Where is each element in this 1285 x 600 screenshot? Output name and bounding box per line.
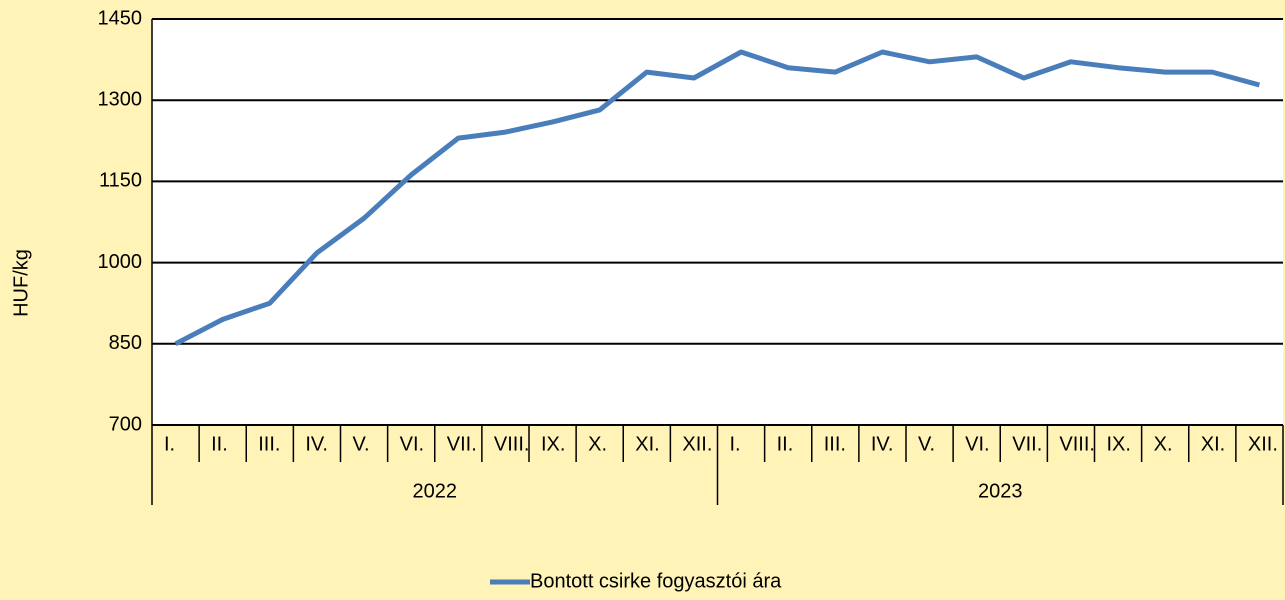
x-tick-label: XI. (635, 433, 659, 455)
x-tick-label: VIII. (494, 433, 530, 455)
y-tick-label: 1150 (99, 170, 142, 192)
y-axis-label: HUF/kg (10, 249, 32, 317)
x-tick-label: III. (824, 433, 846, 455)
x-tick-label: IX. (1107, 433, 1131, 455)
x-tick-label: III. (258, 433, 280, 455)
x-tick-label: I. (730, 433, 741, 455)
x-tick-label: VI. (965, 433, 989, 455)
x-tick-label: II. (211, 433, 228, 455)
x-tick-label: XII. (682, 433, 712, 455)
y-tick-label: 1300 (98, 88, 143, 110)
y-tick-label: 1450 (98, 7, 143, 29)
x-group-label: 2022 (413, 480, 458, 502)
series-line (174, 49, 1261, 347)
legend-label: Bontott csirke fogyasztói ára (530, 570, 782, 592)
x-tick-label: VIII. (1059, 433, 1095, 455)
x-tick-label: IV. (871, 433, 894, 455)
x-tick-label: VI. (400, 433, 424, 455)
x-group-label: 2023 (978, 480, 1023, 502)
x-tick-label: X. (1154, 433, 1173, 455)
y-tick-label: 850 (109, 332, 142, 354)
x-tick-label: IX. (541, 433, 565, 455)
x-tick-label: VII. (1012, 433, 1042, 455)
x-tick-label: IV. (305, 433, 328, 455)
x-tick-label: V. (918, 433, 935, 455)
x-tick-label: I. (164, 433, 175, 455)
plot-area (152, 19, 1283, 425)
y-tick-label: 700 (109, 413, 142, 435)
x-tick-label: II. (777, 433, 794, 455)
x-tick-label: XII. (1248, 433, 1278, 455)
x-tick-label: XI. (1201, 433, 1225, 455)
y-tick-label: 1000 (98, 251, 143, 273)
x-tick-label: VII. (447, 433, 477, 455)
x-tick-label: X. (588, 433, 607, 455)
x-tick-label: V. (353, 433, 370, 455)
